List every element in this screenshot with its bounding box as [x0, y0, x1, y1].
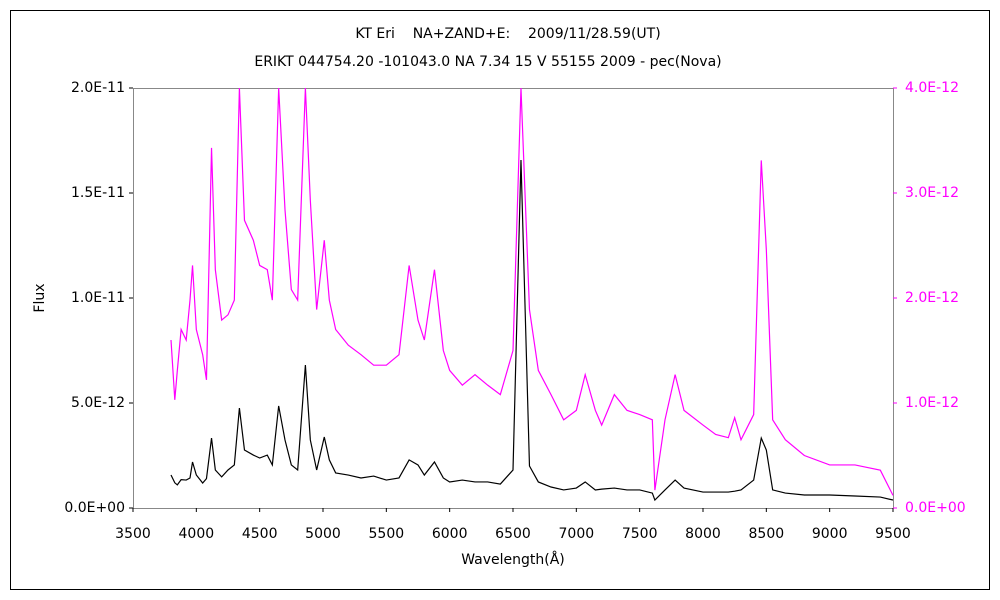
x-tick-label: 4000: [179, 526, 215, 542]
y-tick-label: 1.5E-11: [71, 185, 125, 201]
y2-tick-label: 1.0E-12: [905, 395, 959, 411]
x-tick-label: 8000: [685, 526, 721, 542]
y2-tick-label: 2.0E-12: [905, 290, 959, 306]
x-tick-label: 5000: [305, 526, 341, 542]
spectrum-line: [170, 160, 894, 502]
y-tick-label: 2.0E-11: [71, 80, 125, 96]
x-axis-label: Wavelength(Å): [461, 551, 565, 568]
y-tick-label: 0.0E+00: [64, 500, 125, 516]
y2-tick-label: 0.0E+00: [905, 500, 966, 516]
chart-subtitle: ERIKT 044754.20 -101043.0 NA 7.34 15 V 5…: [254, 54, 721, 70]
y-tick-label: 5.0E-12: [71, 395, 125, 411]
x-tick-label: 4500: [242, 526, 278, 542]
x-tick-label: 3500: [115, 526, 151, 542]
chart-title: KT Eri NA+ZAND+E: 2009/11/28.59(UT): [355, 26, 660, 42]
x-tick-label: 6500: [495, 526, 531, 542]
y2-tick-label: 4.0E-12: [905, 80, 959, 96]
x-tick-label: 7000: [559, 526, 595, 542]
x-tick-label: 9500: [875, 526, 911, 542]
x-tick-label: 7500: [622, 526, 658, 542]
y-tick-label: 1.0E-11: [71, 290, 125, 306]
spectrum-line: [170, 87, 894, 496]
chart-frame: [10, 10, 990, 590]
x-tick-label: 9000: [812, 526, 848, 542]
y2-tick-label: 3.0E-12: [905, 185, 959, 201]
y-axis-label: Flux: [32, 283, 48, 312]
x-tick-label: 5500: [369, 526, 405, 542]
x-tick-label: 6000: [432, 526, 468, 542]
x-tick-label: 8500: [749, 526, 785, 542]
